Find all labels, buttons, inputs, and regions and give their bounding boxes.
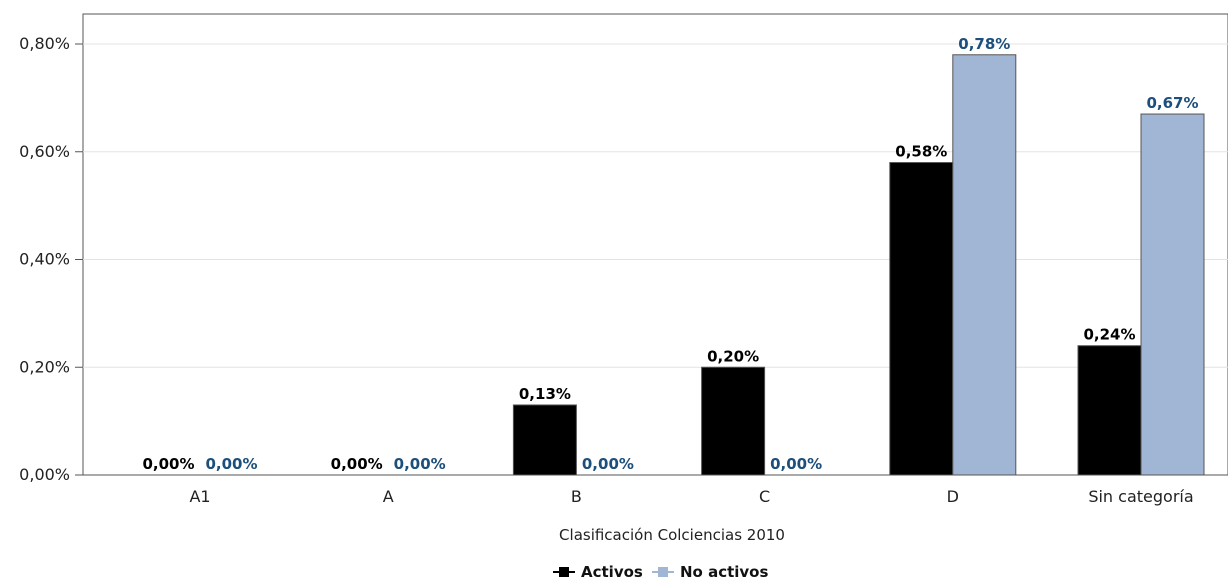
data-label: 0,20%: [707, 347, 759, 365]
data-label: 0,00%: [582, 455, 634, 473]
bar-activos: [889, 162, 954, 476]
legend-label: No activos: [680, 563, 768, 581]
data-label: 0,78%: [958, 35, 1010, 53]
x-category-label: A1: [189, 487, 210, 506]
y-tick-label: 0,40%: [19, 250, 70, 269]
legend-marker: [658, 567, 668, 577]
data-label: 0,00%: [142, 455, 194, 473]
data-label: 0,00%: [770, 455, 822, 473]
x-category-label: C: [759, 487, 770, 506]
plot-frame: [82, 13, 1228, 476]
data-label: 0,00%: [205, 455, 257, 473]
y-tick-label: 0,60%: [19, 142, 70, 161]
y-axis: 0,00% 0,20% 0,40% 0,60% 0,80%: [19, 34, 83, 484]
bar-activos: [701, 366, 766, 476]
x-axis: A1 A B C D Sin categoría: [189, 487, 1193, 506]
legend-marker: [559, 567, 569, 577]
x-axis-title: Clasificación Colciencias 2010: [559, 526, 785, 544]
data-label: 0,00%: [331, 455, 383, 473]
y-tick-label: 0,00%: [19, 465, 70, 484]
legend-label: Activos: [581, 563, 643, 581]
bar-activos: [1077, 345, 1142, 476]
x-category-label: D: [947, 487, 959, 506]
gridlines: [83, 43, 1228, 368]
data-label: 0,58%: [895, 143, 947, 161]
data-label: 0,13%: [519, 385, 571, 403]
bar-no-activos: [952, 54, 1017, 476]
y-tick-label: 0,20%: [19, 357, 70, 376]
data-label: 0,67%: [1146, 94, 1198, 112]
y-tick-label: 0,80%: [19, 34, 70, 53]
bar-no-activos: [1140, 113, 1205, 476]
bar-activos: [512, 404, 577, 476]
x-category-label: Sin categoría: [1088, 487, 1193, 506]
data-label: 0,24%: [1083, 326, 1135, 344]
x-category-label: B: [571, 487, 582, 506]
legend: Activos No activos: [553, 563, 768, 581]
data-label: 0,00%: [394, 455, 446, 473]
bars: 0,00% 0,00% 0,13% 0,20% 0,58% 0,24% 0,00% 0,00%…: [142, 35, 1205, 476]
x-category-label: A: [383, 487, 394, 506]
